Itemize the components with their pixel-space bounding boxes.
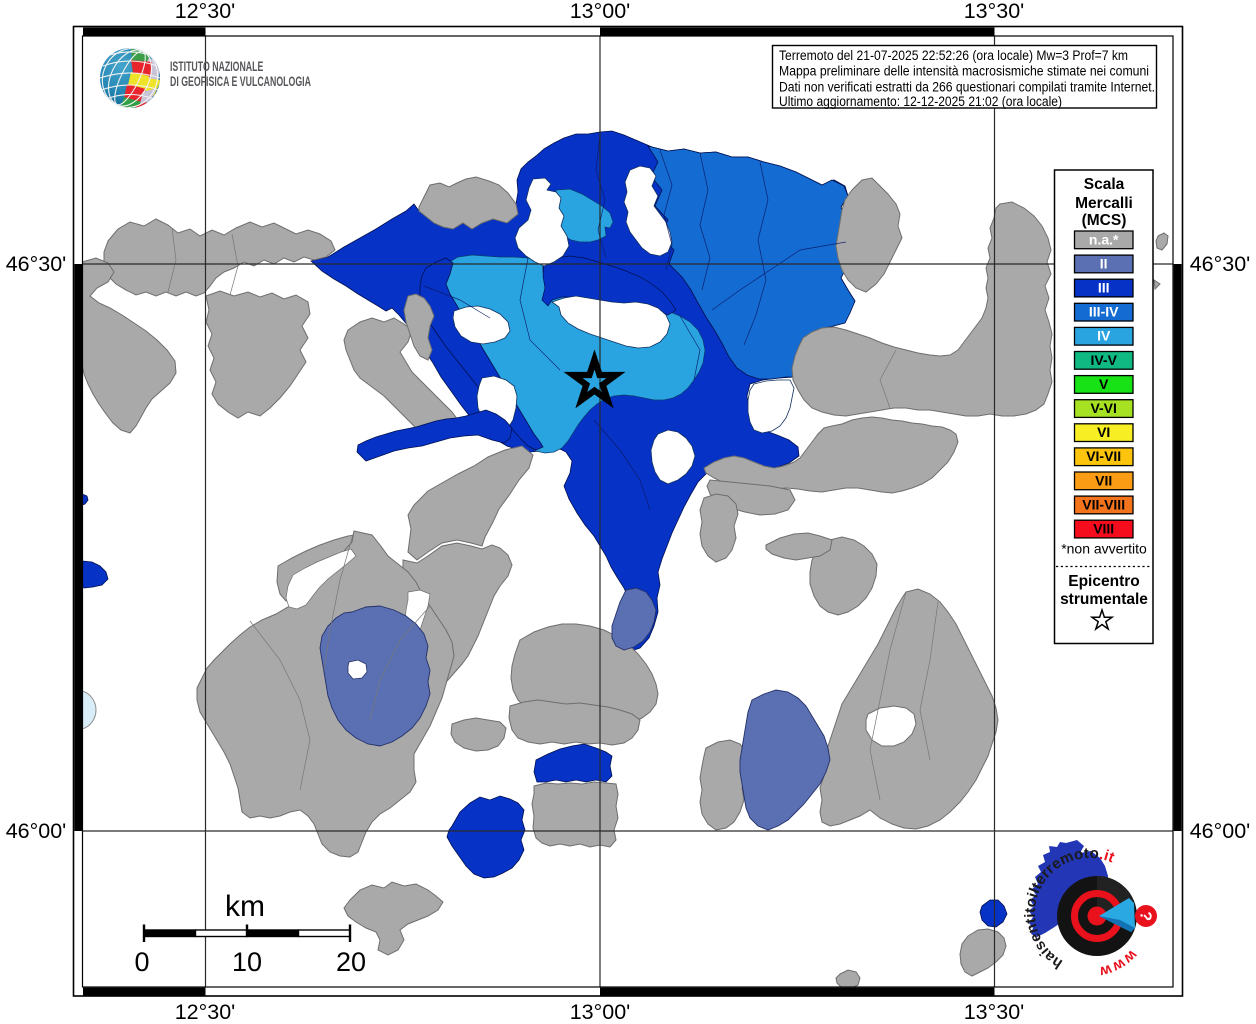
- svg-text:20: 20: [336, 947, 366, 977]
- svg-text:13°00': 13°00': [570, 1000, 631, 1024]
- svg-text:IV-V: IV-V: [1090, 352, 1117, 368]
- svg-text:Ultimo aggiornamento: 12-12-20: Ultimo aggiornamento: 12-12-2025 21:02 (…: [779, 94, 1062, 109]
- svg-text:VIII: VIII: [1093, 521, 1114, 537]
- svg-text:46°30': 46°30': [6, 252, 67, 276]
- svg-text:Mappa preliminare delle intens: Mappa preliminare delle intensità macros…: [779, 64, 1149, 79]
- svg-text:0: 0: [134, 947, 149, 977]
- svg-text:Dati non verificati estratti d: Dati non verificati estratti da 266 ques…: [779, 79, 1155, 94]
- svg-text:km: km: [225, 890, 265, 923]
- svg-text:VII: VII: [1095, 472, 1112, 488]
- svg-text:46°00': 46°00': [6, 819, 67, 843]
- svg-text:13°30': 13°30': [964, 0, 1025, 23]
- svg-text:*non avvertito: *non avvertito: [1061, 541, 1147, 557]
- svg-text:13°00': 13°00': [570, 0, 631, 23]
- svg-text:Terremoto del 21-07-2025 22:52: Terremoto del 21-07-2025 22:52:26 (ora l…: [779, 48, 1128, 63]
- svg-text:Mercalli: Mercalli: [1075, 195, 1133, 212]
- svg-text:ISTITUTO NAZIONALE: ISTITUTO NAZIONALE: [170, 60, 264, 74]
- svg-text:Scala: Scala: [1084, 176, 1125, 193]
- svg-text:n.a.*: n.a.*: [1089, 231, 1119, 247]
- svg-text:V: V: [1099, 376, 1109, 392]
- svg-text:Epicentro: Epicentro: [1068, 573, 1139, 590]
- svg-text:III: III: [1098, 280, 1110, 296]
- svg-text:46°00': 46°00': [1190, 819, 1251, 843]
- svg-text:VI-VII: VI-VII: [1086, 448, 1121, 464]
- svg-text:strumentale: strumentale: [1060, 591, 1148, 608]
- svg-text:DI GEOFISICA E VULCANOLOGIA: DI GEOFISICA E VULCANOLOGIA: [170, 75, 311, 89]
- svg-text:(MCS): (MCS): [1082, 212, 1127, 229]
- svg-text:?: ?: [1136, 911, 1153, 922]
- svg-text:10: 10: [232, 947, 262, 977]
- svg-text:13°30': 13°30': [964, 1000, 1025, 1024]
- svg-text:III-IV: III-IV: [1089, 304, 1119, 320]
- svg-text:II: II: [1100, 255, 1108, 271]
- svg-text:46°30': 46°30': [1190, 252, 1251, 276]
- svg-text:V-VI: V-VI: [1090, 400, 1116, 416]
- svg-text:IV: IV: [1097, 328, 1111, 344]
- svg-text:VII-VIII: VII-VIII: [1082, 496, 1125, 512]
- svg-text:12°30': 12°30': [175, 1000, 236, 1024]
- svg-text:12°30': 12°30': [175, 0, 236, 23]
- svg-text:VI: VI: [1097, 424, 1110, 440]
